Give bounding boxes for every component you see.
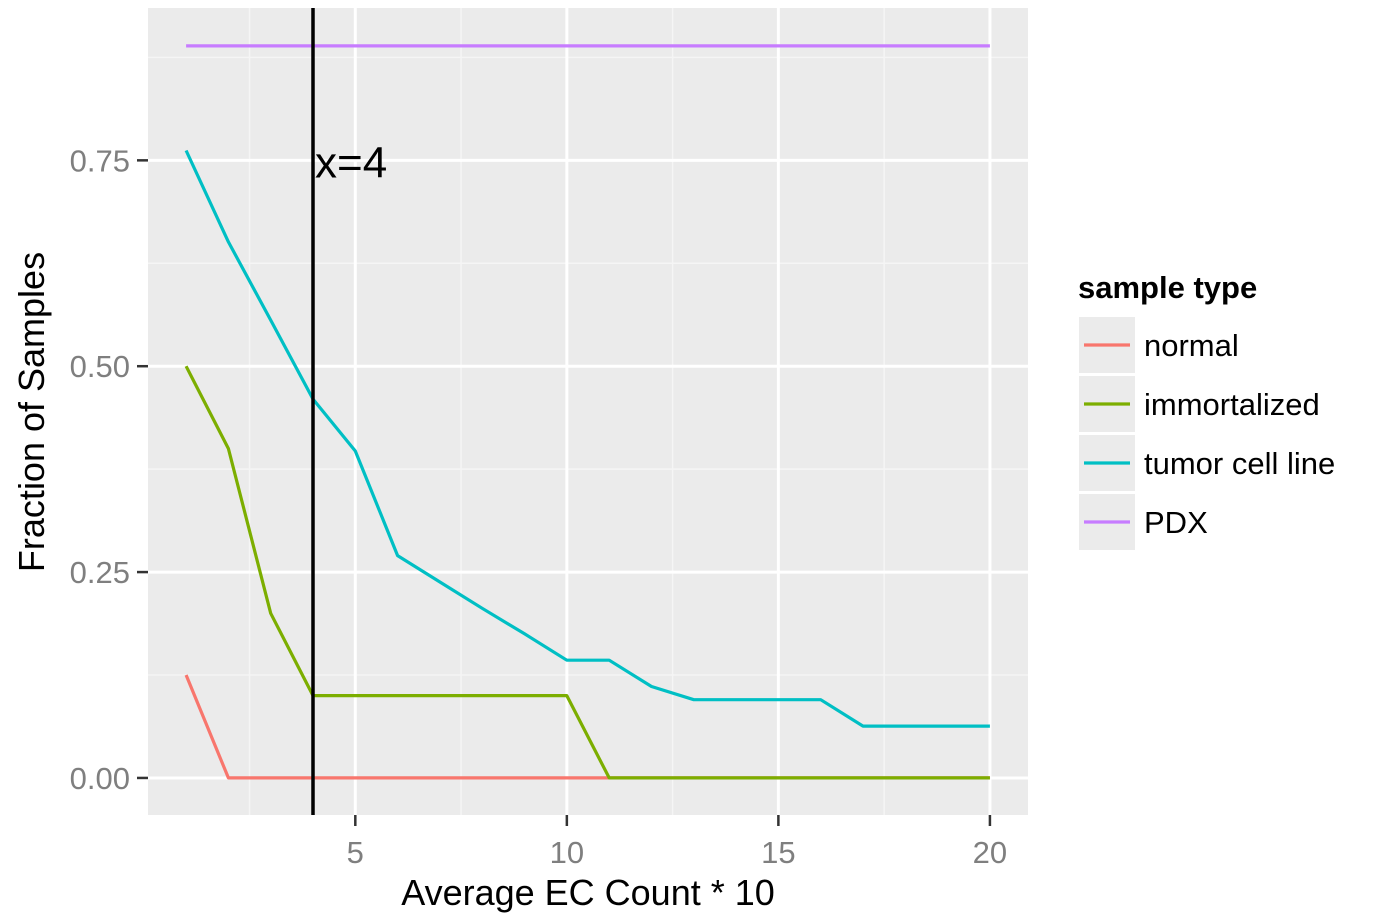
legend-label: immortalized [1144,387,1320,422]
y-axis-title: Fraction of Samples [11,252,52,572]
y-tick-label: 0.50 [70,349,130,384]
x-axis-title: Average EC Count * 10 [401,872,775,913]
legend: sample type normal immortalized tumor cell … [1078,270,1335,550]
legend-item: PDX [1079,494,1208,550]
legend-label: normal [1144,328,1239,363]
plot-panel [148,8,1028,815]
y-tick-label: 0.00 [70,761,130,796]
y-tick-label: 0.75 [70,143,130,178]
series-line-tumor-cell-line [184,149,990,728]
series-line-immortalized [184,365,990,780]
legend-item: tumor cell line [1079,435,1335,491]
y-axis: 0.00 0.25 0.50 0.75 [70,143,148,796]
legend-label: tumor cell line [1144,446,1335,481]
x-tick-label: 10 [550,835,584,870]
x-tick-label: 5 [347,835,364,870]
legend-item: normal [1079,317,1239,373]
minor-gridlines [148,8,1028,815]
x-tick-label: 20 [973,835,1007,870]
reference-line-label: x=4 [315,138,387,187]
series-lines [184,44,990,780]
legend-item: immortalized [1079,376,1320,432]
reference-line-group: x=4 [311,8,387,815]
legend-title: sample type [1078,270,1257,305]
legend-label: PDX [1144,505,1208,540]
y-tick-label: 0.25 [70,555,130,590]
x-tick-label: 15 [761,835,795,870]
x-axis: 5 10 15 20 [347,815,1007,870]
